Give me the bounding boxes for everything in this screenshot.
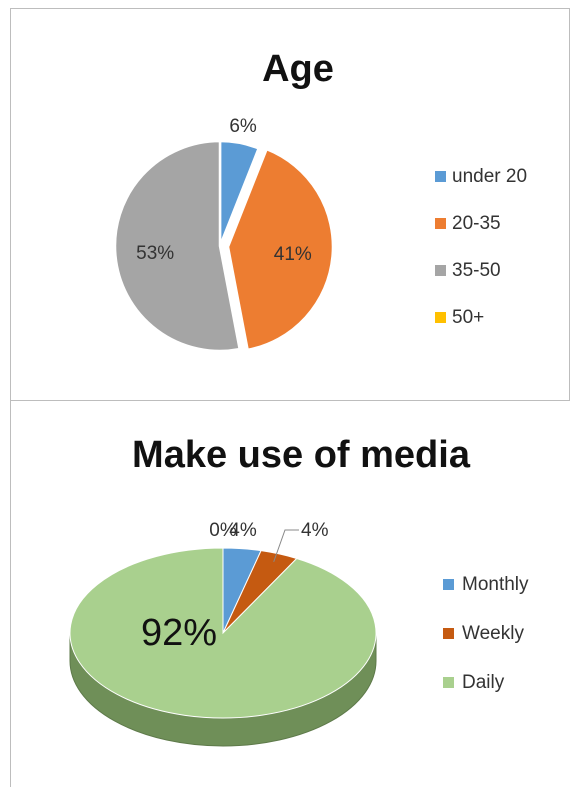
age-data-label-35-50: 53%	[136, 243, 174, 264]
media-pie-chart: Make use of media 0%4% 4%92% MonthlyWeekl…	[69, 434, 529, 747]
media-legend-label-monthly: Monthly	[462, 574, 529, 595]
media-legend-swatch-monthly	[443, 579, 454, 590]
media-legend-swatch-weekly	[443, 628, 454, 639]
media-slice-daily	[69, 547, 377, 719]
age-data-label-20-35: 41%	[274, 244, 312, 265]
media-data-label-weekly: 4%	[301, 520, 329, 541]
media-data-label-zero: 0%	[209, 520, 237, 541]
age-legend-label-20-35: 20-35	[452, 213, 501, 234]
age-legend-swatch-50	[435, 312, 446, 323]
age-chart-title: Age	[262, 48, 334, 90]
age-slice-20-35	[226, 147, 335, 352]
age-legend-swatch-20-35	[435, 218, 446, 229]
age-chart-panel: Age 6% 41% 53% under 20 20-35 35-50 50+	[10, 8, 570, 400]
media-legend-label-weekly: Weekly	[462, 623, 524, 644]
age-legend-label-35-50: 35-50	[452, 260, 501, 281]
age-legend-swatch-35-50	[435, 265, 446, 276]
age-legend-swatch-under-20	[435, 171, 446, 182]
media-leader-line-weekly	[273, 529, 299, 563]
age-pie-chart: Age 6% 41% 53% under 20 20-35 35-50 50+	[113, 48, 527, 353]
age-legend-label-under-20: under 20	[452, 166, 527, 187]
media-data-label-monthly: 4%	[229, 520, 257, 541]
age-legend-label-50: 50+	[452, 307, 484, 328]
media-chart-panel: Make use of media 0% 4% 4% 92% Monthly Weekl…	[10, 400, 570, 787]
age-slice-35-50	[113, 139, 242, 353]
media-data-label-daily: 92%	[141, 612, 217, 654]
age-data-label-under-20: 6%	[229, 116, 257, 137]
media-chart-title: Make use of media	[132, 434, 471, 476]
media-legend-swatch-daily	[443, 677, 454, 688]
media-legend-label-daily: Daily	[462, 672, 505, 693]
